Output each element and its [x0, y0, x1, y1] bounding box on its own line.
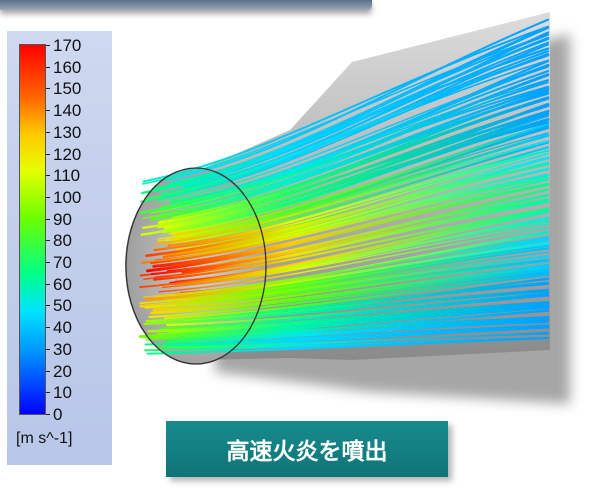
legend-tick-label: 110	[53, 166, 81, 186]
legend-tick-mark	[46, 131, 50, 133]
legend-tick-label: 50	[53, 296, 72, 316]
legend-tick-label: 80	[53, 231, 72, 251]
streamline	[153, 149, 550, 252]
streamline	[145, 282, 550, 323]
caption-label: 高速火炎を噴出	[166, 421, 448, 477]
streamline	[168, 302, 550, 333]
streamline	[160, 41, 549, 195]
legend-tick-mark	[46, 66, 50, 68]
streamline	[176, 73, 549, 210]
streamline	[164, 273, 550, 320]
legend-tick-label: 20	[53, 361, 72, 381]
legend-tick-mark	[46, 88, 50, 90]
streamline	[149, 81, 549, 214]
streamline	[142, 25, 549, 183]
legend-tick-mark	[46, 45, 50, 46]
streamline	[157, 97, 550, 224]
legend-tick-label: 140	[53, 101, 82, 121]
streamline	[168, 115, 549, 235]
streamline	[154, 140, 550, 246]
legend-tick-label: 40	[53, 318, 72, 338]
legend-tick-mark	[46, 196, 50, 198]
streamline	[138, 304, 550, 339]
streamline	[166, 319, 549, 343]
streamline	[171, 149, 549, 249]
streamline	[155, 66, 549, 203]
streamline	[157, 135, 549, 242]
streamline	[141, 33, 549, 185]
legend-tick-mark	[46, 392, 50, 394]
legend-tick-mark	[46, 327, 50, 329]
streamline	[139, 245, 549, 305]
streamline	[150, 198, 550, 276]
streamline	[144, 324, 549, 346]
legend-color-bar	[19, 44, 46, 415]
legend-tick-mark	[46, 414, 50, 415]
streamline	[139, 85, 549, 215]
legend-tick-label: 150	[53, 79, 82, 99]
streamline	[154, 201, 549, 279]
legend-tick-mark	[46, 305, 50, 307]
streamline	[144, 242, 550, 302]
streamlines	[138, 18, 550, 355]
streamline	[158, 227, 549, 293]
inlet-rim	[125, 167, 267, 365]
legend-tick-label: 120	[53, 144, 82, 164]
legend-tick-mark	[46, 218, 50, 220]
streamline	[140, 59, 549, 203]
legend-tick-label: 60	[53, 274, 72, 294]
streamline	[183, 331, 549, 349]
legend-tick-label: 170	[53, 36, 82, 55]
legend-tick-mark	[46, 348, 50, 350]
legend-unit: [m s^-1]	[16, 430, 73, 447]
velocity-legend: 170 160 150 140 130 120 110 100 90 80 70 60 50 40 30 20…	[7, 31, 112, 465]
legend-tick-label: 0	[53, 405, 63, 424]
streamline	[139, 220, 549, 289]
legend-tick-label: 130	[53, 122, 82, 142]
streamline	[140, 47, 550, 195]
legend-tick-label: 70	[53, 253, 72, 273]
streamline	[146, 182, 550, 273]
streamline	[152, 268, 550, 315]
streamline	[174, 209, 549, 283]
legend-tick-label: 160	[53, 57, 82, 77]
streamline	[141, 173, 550, 264]
streamline	[144, 258, 550, 309]
streamline	[141, 79, 549, 213]
streamline	[165, 325, 550, 348]
streamline	[153, 207, 550, 281]
legend-tick-label: 10	[53, 383, 72, 403]
legend-tick-label: 30	[53, 339, 72, 359]
streamline	[140, 121, 550, 236]
streamline	[148, 271, 550, 319]
legend-tick-mark	[46, 240, 50, 242]
legend-tick-mark	[46, 370, 50, 372]
streamline	[152, 259, 550, 312]
top-panel-edge	[0, 0, 372, 10]
legend-tick-mark	[46, 110, 50, 112]
streamline	[172, 123, 550, 237]
streamline	[142, 93, 549, 219]
streamline	[143, 238, 549, 298]
streamline	[151, 33, 550, 190]
legend-tick-mark	[46, 283, 50, 285]
streamline	[145, 162, 550, 257]
streamline	[146, 337, 549, 355]
streamline	[143, 290, 550, 326]
streamline	[161, 223, 549, 289]
legend-tick-mark	[46, 153, 50, 155]
streamline	[171, 141, 550, 244]
streamline	[140, 255, 550, 308]
legend-tick-mark	[46, 262, 50, 264]
streamline	[150, 176, 549, 265]
streamline	[160, 294, 550, 330]
streamline	[142, 112, 550, 229]
streamline	[144, 53, 550, 201]
streamline	[144, 316, 550, 339]
legend-tick-label: 90	[53, 209, 72, 229]
streamline	[157, 132, 549, 240]
legend-tick-mark	[46, 175, 50, 177]
legend-tick-label: 100	[53, 187, 82, 207]
